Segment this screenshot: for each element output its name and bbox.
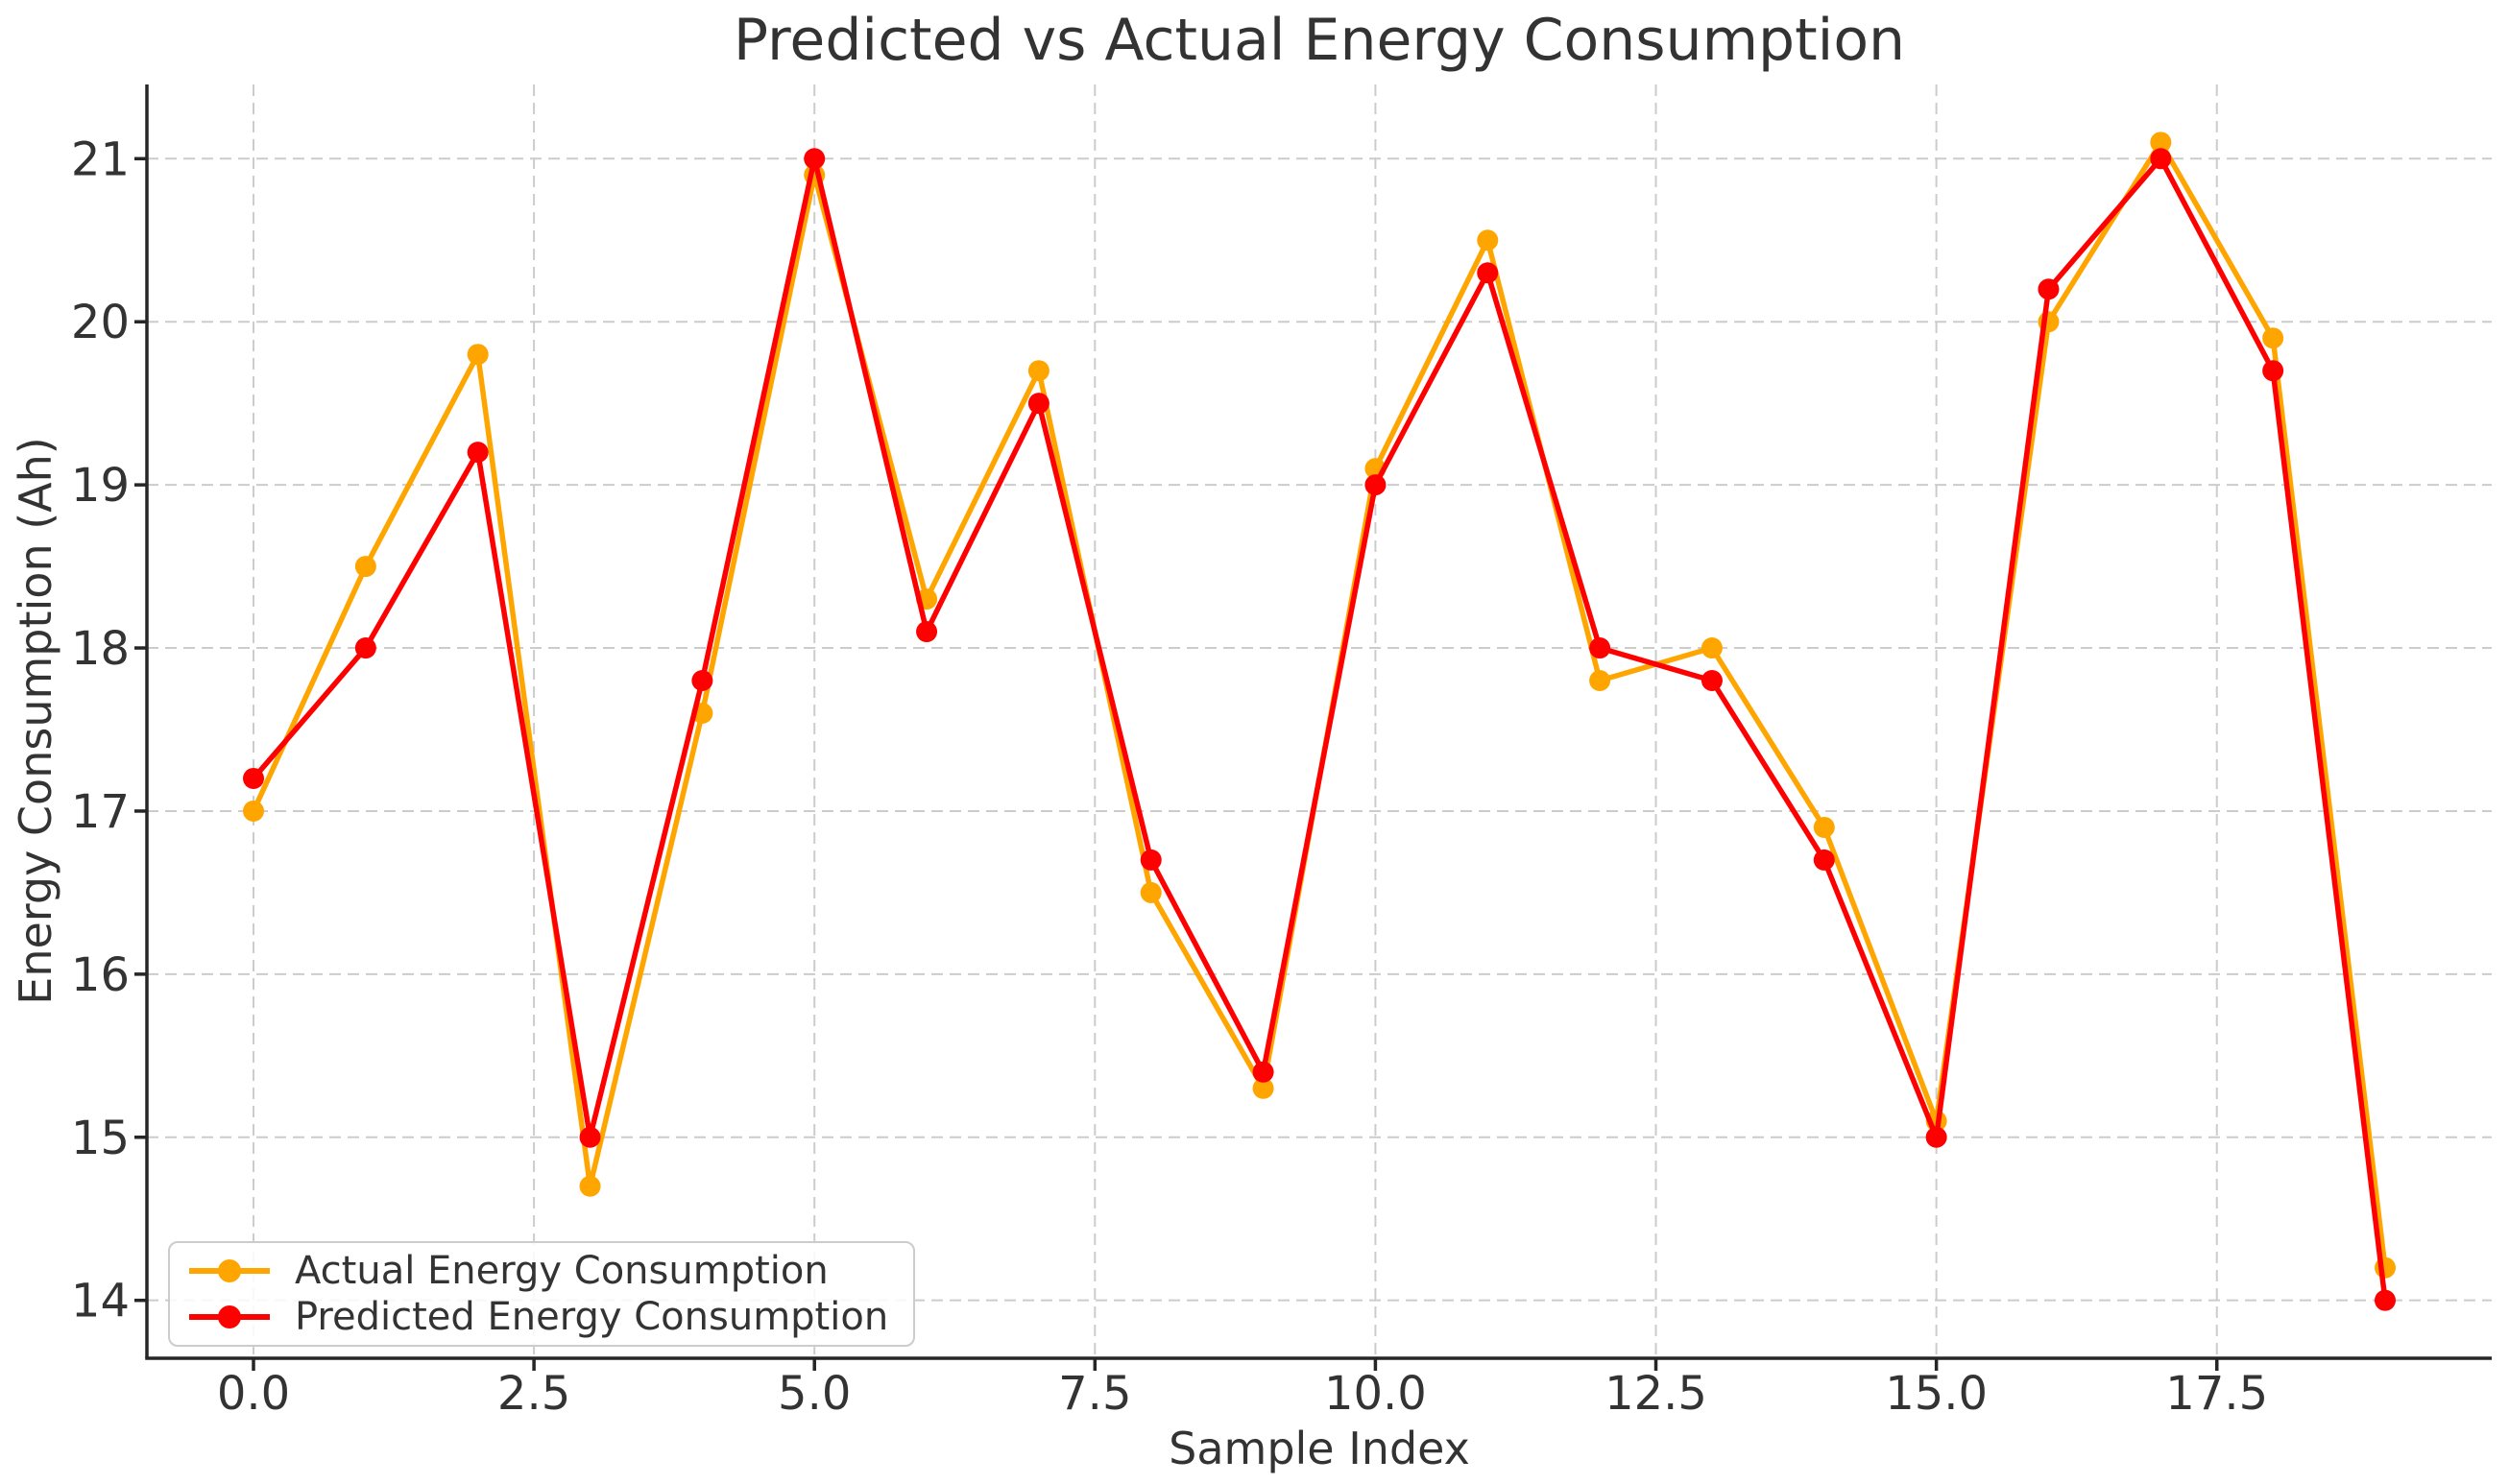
data-point-series1-11	[1477, 262, 1499, 284]
legend-sample-marker-icon	[218, 1259, 241, 1282]
data-point-series1-2	[467, 442, 489, 464]
legend-line-sample	[189, 1259, 270, 1282]
data-point-series0-2	[467, 344, 489, 366]
data-point-series0-7	[1027, 360, 1049, 382]
data-point-series0-18	[2262, 327, 2284, 349]
data-point-series0-1	[354, 556, 376, 578]
data-point-series0-0	[243, 800, 264, 822]
x-tick-label: 5.0	[778, 1367, 851, 1421]
y-tick-label: 16	[71, 948, 130, 1002]
data-point-series0-9	[1252, 1077, 1274, 1099]
data-point-series1-14	[1813, 849, 1835, 871]
legend-item-1: Predicted Energy Consumption	[183, 1296, 888, 1338]
x-tick-label: 2.5	[497, 1367, 570, 1421]
y-tick-label: 19	[71, 459, 130, 513]
y-tick-label: 17	[71, 785, 130, 839]
series-line-1	[251, 156, 2388, 1304]
y-tick-label: 20	[71, 296, 130, 349]
data-point-series0-11	[1477, 229, 1499, 251]
data-point-series0-12	[1589, 670, 1611, 692]
legend-sample-marker-icon	[218, 1305, 241, 1328]
legend-label: Actual Energy Consumption	[295, 1249, 829, 1293]
series-line-0	[251, 139, 2388, 1271]
x-axis-label: Sample Index	[1169, 1423, 1470, 1474]
y-tick-label: 15	[71, 1112, 130, 1165]
data-point-series1-0	[243, 767, 264, 789]
y-tick-label: 18	[71, 622, 130, 676]
data-point-series0-8	[1140, 881, 1162, 903]
legend-item-0: Actual Energy Consumption	[183, 1250, 888, 1292]
legend-label: Predicted Energy Consumption	[295, 1295, 889, 1339]
legend: Actual Energy Consumption Predicted Energ…	[168, 1241, 916, 1347]
y-axis-label: Energy Consumption (Ah)	[10, 437, 61, 1005]
data-point-series0-3	[579, 1175, 601, 1197]
data-point-series1-3	[579, 1126, 601, 1148]
data-point-series1-12	[1589, 637, 1611, 659]
data-point-series1-7	[1027, 393, 1049, 415]
y-tick-label: 14	[71, 1275, 130, 1328]
y-tick-label: 21	[71, 132, 130, 186]
x-tick-label: 7.5	[1058, 1367, 1131, 1421]
data-point-series1-13	[1701, 670, 1723, 692]
data-point-series0-14	[1813, 816, 1835, 838]
data-point-series1-5	[804, 148, 826, 170]
data-point-series1-17	[2150, 148, 2172, 170]
data-point-series1-10	[1364, 474, 1387, 496]
x-tick-label: 12.5	[1604, 1367, 1707, 1421]
data-point-series0-13	[1701, 637, 1723, 659]
data-point-series0-17	[2150, 132, 2172, 154]
data-point-series1-8	[1140, 849, 1162, 871]
data-point-series1-1	[354, 637, 376, 659]
x-tick-label: 0.0	[217, 1367, 290, 1421]
data-point-series1-15	[1925, 1126, 1947, 1148]
data-point-series1-16	[2038, 278, 2060, 300]
data-point-series1-6	[916, 621, 938, 643]
data-point-series1-9	[1252, 1061, 1274, 1083]
data-point-series1-4	[691, 670, 713, 692]
x-tick-label: 10.0	[1324, 1367, 1427, 1421]
data-point-series1-19	[2375, 1289, 2396, 1311]
legend-line-sample	[189, 1305, 270, 1328]
x-tick-label: 17.5	[2165, 1367, 2268, 1421]
chart-title: Predicted vs Actual Energy Consumption	[733, 7, 1906, 74]
data-point-series1-18	[2262, 360, 2284, 382]
x-tick-label: 15.0	[1885, 1367, 1988, 1421]
